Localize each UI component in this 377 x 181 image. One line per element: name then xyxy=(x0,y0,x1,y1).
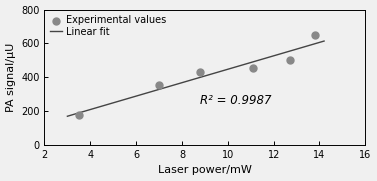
Experimental values xyxy=(76,114,82,117)
Experimental values xyxy=(197,71,203,74)
Linear fit xyxy=(322,40,326,42)
Linear fit xyxy=(113,101,117,103)
Linear fit xyxy=(81,111,85,113)
Experimental values xyxy=(156,84,162,87)
Linear fit xyxy=(75,112,80,114)
Linear fit xyxy=(65,115,70,117)
Line: Linear fit: Linear fit xyxy=(67,41,324,116)
Linear fit xyxy=(309,44,313,46)
Y-axis label: PA signal/μU: PA signal/μU xyxy=(6,43,15,112)
Text: R² = 0.9987: R² = 0.9987 xyxy=(200,94,272,107)
Experimental values xyxy=(287,59,293,62)
Legend: Experimental values, Linear fit: Experimental values, Linear fit xyxy=(48,13,168,39)
Linear fit xyxy=(133,95,138,97)
X-axis label: Laser power/mW: Laser power/mW xyxy=(158,165,252,175)
Linear fit xyxy=(300,46,304,49)
Experimental values xyxy=(312,33,318,36)
Experimental values xyxy=(250,67,256,70)
